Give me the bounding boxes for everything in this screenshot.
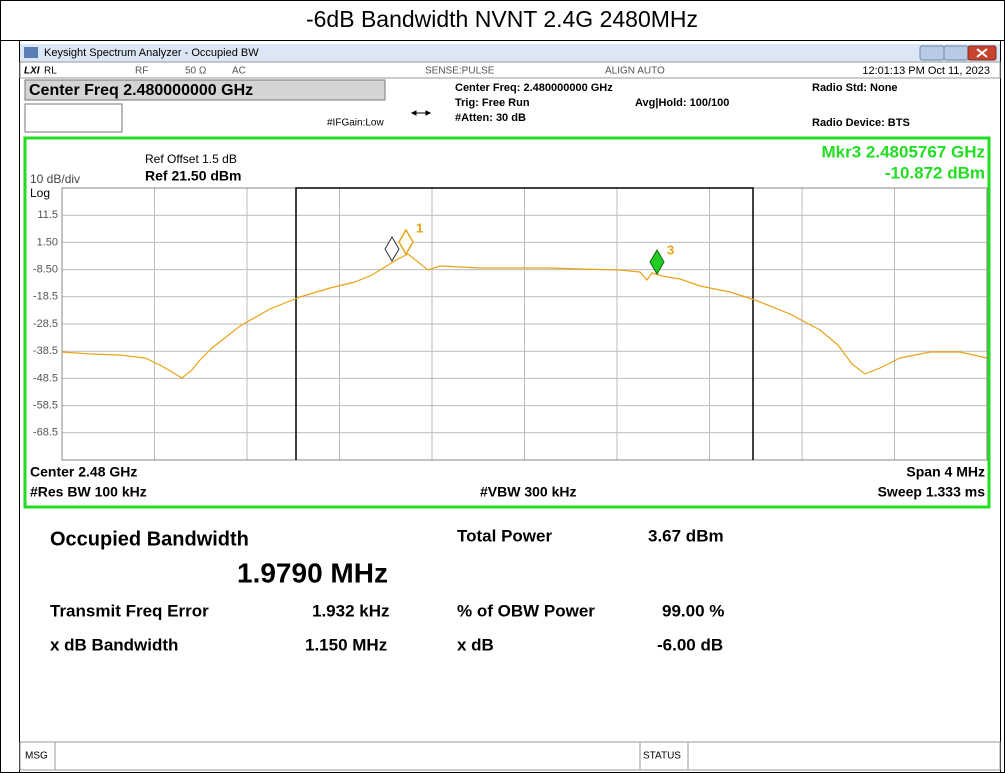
obw-power-value: 99.00 % xyxy=(662,601,724,620)
trace xyxy=(61,253,988,379)
datetime: 12:01:13 PM Oct 11, 2023 xyxy=(862,65,990,77)
center-freq: Center Freq: 2.480000000 GHz xyxy=(455,82,613,94)
xdb-bw-label: x dB Bandwidth xyxy=(50,635,178,654)
y-axis-label: -58.5 xyxy=(33,400,58,412)
app-icon xyxy=(24,47,38,58)
window-title: Keysight Spectrum Analyzer - Occupied BW xyxy=(44,47,259,59)
y-axis-label: -28.5 xyxy=(33,318,58,330)
radio-device: Radio Device: BTS xyxy=(812,117,910,129)
ref-offset: Ref Offset 1.5 dB xyxy=(145,152,237,166)
sense-label: SENSE:PULSE xyxy=(425,66,495,77)
span: Span 4 MHz xyxy=(906,464,985,480)
window-titlebar xyxy=(20,44,1000,62)
ref-level: Ref 21.50 dBm xyxy=(145,168,241,184)
center-freq-box[interactable] xyxy=(24,79,386,101)
atten: #Atten: 30 dB xyxy=(455,112,526,124)
xdb-label: x dB xyxy=(457,635,494,654)
marker-3 xyxy=(649,249,665,275)
scale: 10 dB/div xyxy=(30,172,80,186)
marker-1-label: 1 xyxy=(416,220,423,235)
scale-type: Log xyxy=(30,186,50,200)
impedance-label: 50 Ω xyxy=(185,66,207,77)
status-line xyxy=(19,61,1001,79)
maximize-button[interactable] xyxy=(943,45,969,61)
coupling-label: AC xyxy=(232,66,246,77)
plot-frame xyxy=(23,136,991,509)
xdb-value: -6.00 dB xyxy=(657,635,723,654)
marker-level: -10.872 dBm xyxy=(885,163,985,182)
sweep: Sweep 1.333 ms xyxy=(878,484,986,500)
ifgain: #IFGain:Low xyxy=(327,118,384,129)
y-axis-label: -18.5 xyxy=(33,291,58,303)
res-bw: #Res BW 100 kHz xyxy=(30,484,147,500)
lxi-logo: LXI xyxy=(24,66,40,77)
trigger-icon xyxy=(410,110,432,116)
xdb-bw-value: 1.150 MHz xyxy=(305,635,387,654)
total-power-value: 3.67 dBm xyxy=(648,526,724,545)
marker-delta xyxy=(384,236,400,262)
marker-3-label: 3 xyxy=(667,242,674,257)
close-icon xyxy=(976,48,988,58)
y-axis-label: -8.50 xyxy=(33,264,58,276)
minimize-button[interactable] xyxy=(919,45,945,61)
center-freq-box-text: Center Freq 2.480000000 GHz xyxy=(29,82,253,99)
freq-error-label: Transmit Freq Error xyxy=(50,601,209,620)
obw-bracket xyxy=(295,187,754,460)
footer-bar xyxy=(19,741,1001,771)
align-label: ALIGN AUTO xyxy=(605,66,665,77)
marker-1 xyxy=(398,228,414,256)
rl-label: RL xyxy=(44,66,57,77)
msg-label: MSG xyxy=(25,751,48,762)
y-axis-label: -38.5 xyxy=(33,345,58,357)
obw-power-label: % of OBW Power xyxy=(457,601,595,620)
total-power-label: Total Power xyxy=(457,526,552,545)
entry-box[interactable] xyxy=(24,103,123,133)
marker-freq: Mkr3 2.4805767 GHz xyxy=(822,142,986,161)
avg-hold: Avg|Hold: 100/100 xyxy=(635,97,729,109)
grid xyxy=(62,188,987,460)
center-label: Center 2.48 GHz xyxy=(30,464,137,480)
rf-label: RF xyxy=(135,66,148,77)
vbw: #VBW 300 kHz xyxy=(480,484,576,500)
obw-label: Occupied Bandwidth xyxy=(50,528,249,550)
trig: Trig: Free Run xyxy=(455,97,530,109)
radio-std: Radio Std: None xyxy=(812,82,898,94)
y-axis-label: 11.5 xyxy=(37,209,58,221)
obw-value: 1.9790 MHz xyxy=(237,557,388,588)
header-title: -6dB Bandwidth NVNT 2.4G 2480MHz xyxy=(306,6,698,32)
y-axis-label: 1.50 xyxy=(37,236,58,248)
y-axis-label: -48.5 xyxy=(33,372,58,384)
status-label: STATUS xyxy=(643,751,681,762)
y-axis-label: -68.5 xyxy=(33,427,58,439)
freq-error-value: 1.932 kHz xyxy=(312,601,390,620)
